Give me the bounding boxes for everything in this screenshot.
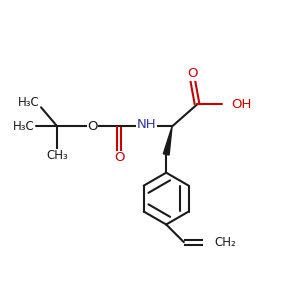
- Polygon shape: [163, 126, 172, 155]
- Text: H₃C: H₃C: [13, 120, 34, 133]
- Text: OH: OH: [231, 98, 251, 111]
- Text: CH₂: CH₂: [214, 236, 236, 249]
- Text: NH: NH: [137, 118, 156, 131]
- Text: CH₃: CH₃: [46, 149, 68, 162]
- Text: O: O: [188, 67, 198, 80]
- Text: O: O: [114, 152, 124, 164]
- Text: O: O: [87, 120, 98, 133]
- Text: H₃C: H₃C: [18, 96, 40, 110]
